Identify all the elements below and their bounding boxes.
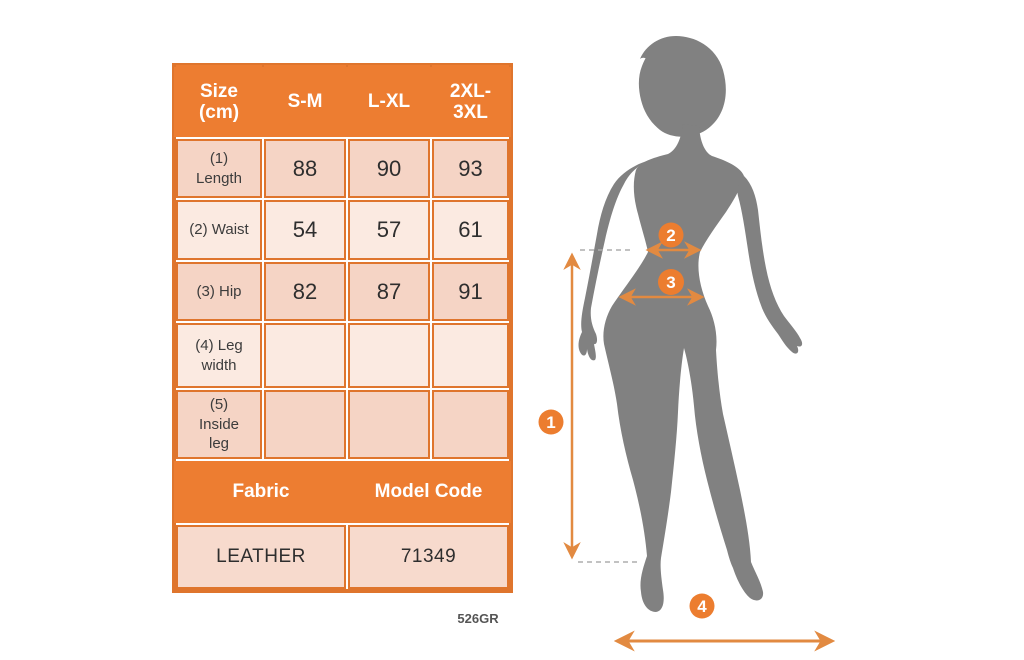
inside-leg-2xl3xl bbox=[432, 390, 509, 459]
silhouette-body bbox=[603, 124, 764, 612]
leg-width-2xl3xl bbox=[432, 323, 509, 388]
waist-lxl: 57 bbox=[348, 200, 430, 260]
hip-2xl3xl: 91 bbox=[432, 262, 509, 321]
inside-leg-lxl bbox=[348, 390, 430, 459]
marker-4: 4 bbox=[689, 593, 715, 619]
fabric-header: Fabric bbox=[176, 461, 346, 523]
marker-3-number: 3 bbox=[666, 273, 675, 292]
model-code-value: 71349 bbox=[348, 525, 509, 589]
row-label-length: (1) Length bbox=[176, 139, 262, 198]
fabric-value: LEATHER bbox=[176, 525, 346, 589]
row-label-waist: (2) Waist bbox=[176, 200, 262, 260]
leg-width-lxl bbox=[348, 323, 430, 388]
model-code-header: Model Code bbox=[348, 461, 509, 523]
length-sm: 88 bbox=[264, 139, 346, 198]
marker-1-number: 1 bbox=[546, 413, 555, 432]
body-measurement-diagram: 1 2 3 4 bbox=[538, 36, 836, 652]
size-unit-header: Size (cm) bbox=[176, 67, 262, 137]
size-chart-table: Size (cm) S-M L-XL 2XL- 3XL (1) Length 8… bbox=[172, 63, 513, 593]
waist-sm: 54 bbox=[264, 200, 346, 260]
row-label-inside-leg: (5) Inside leg bbox=[176, 390, 262, 459]
silhouette-left-arm bbox=[578, 160, 650, 361]
row-label-hip: (3) Hip bbox=[176, 262, 262, 321]
row-label-leg-width: (4) Leg width bbox=[176, 323, 262, 388]
marker-4-number: 4 bbox=[697, 597, 707, 616]
marker-2: 2 bbox=[658, 222, 684, 248]
column-header-2xl3xl: 2XL- 3XL bbox=[432, 67, 509, 137]
waist-2xl3xl: 61 bbox=[432, 200, 509, 260]
marker-2-number: 2 bbox=[666, 226, 675, 245]
marker-3: 3 bbox=[658, 269, 684, 295]
column-header-lxl: L-XL bbox=[348, 67, 430, 137]
inside-leg-sm bbox=[264, 390, 346, 459]
length-lxl: 90 bbox=[348, 139, 430, 198]
female-silhouette bbox=[578, 36, 803, 612]
silhouette-right-arm bbox=[737, 176, 803, 354]
silhouette-head bbox=[638, 36, 726, 137]
marker-1: 1 bbox=[538, 409, 564, 435]
style-code-footnote: 526GR bbox=[457, 611, 499, 626]
length-2xl3xl: 93 bbox=[432, 139, 509, 198]
hip-lxl: 87 bbox=[348, 262, 430, 321]
column-header-sm: S-M bbox=[264, 67, 346, 137]
leg-width-sm bbox=[264, 323, 346, 388]
hip-sm: 82 bbox=[264, 262, 346, 321]
